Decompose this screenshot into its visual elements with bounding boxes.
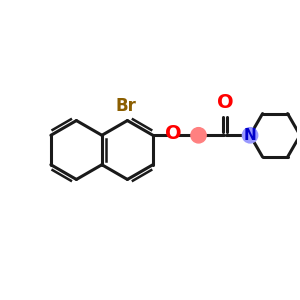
Text: N: N [244,128,256,143]
Circle shape [242,128,258,143]
Text: Br: Br [116,97,136,115]
Text: O: O [165,124,182,143]
Circle shape [191,128,206,143]
Text: O: O [217,93,233,112]
